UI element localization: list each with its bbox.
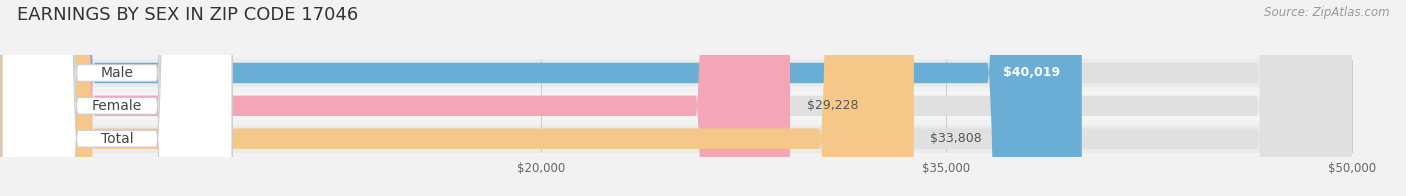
FancyBboxPatch shape [0, 0, 1351, 196]
FancyBboxPatch shape [0, 0, 914, 196]
FancyBboxPatch shape [0, 59, 1353, 87]
FancyBboxPatch shape [0, 0, 790, 196]
FancyBboxPatch shape [0, 0, 1351, 196]
Text: Male: Male [101, 66, 134, 80]
Text: $33,808: $33,808 [931, 132, 981, 145]
Text: Female: Female [91, 99, 142, 113]
FancyBboxPatch shape [0, 0, 1351, 196]
FancyBboxPatch shape [3, 0, 232, 196]
FancyBboxPatch shape [0, 92, 1353, 120]
FancyBboxPatch shape [3, 0, 232, 196]
FancyBboxPatch shape [0, 125, 1353, 153]
Text: Total: Total [101, 132, 134, 146]
FancyBboxPatch shape [0, 0, 1081, 196]
FancyBboxPatch shape [3, 0, 232, 196]
Text: $40,019: $40,019 [1004, 66, 1060, 79]
Text: EARNINGS BY SEX IN ZIP CODE 17046: EARNINGS BY SEX IN ZIP CODE 17046 [17, 6, 359, 24]
Text: Source: ZipAtlas.com: Source: ZipAtlas.com [1264, 6, 1389, 19]
Text: $29,228: $29,228 [807, 99, 858, 112]
